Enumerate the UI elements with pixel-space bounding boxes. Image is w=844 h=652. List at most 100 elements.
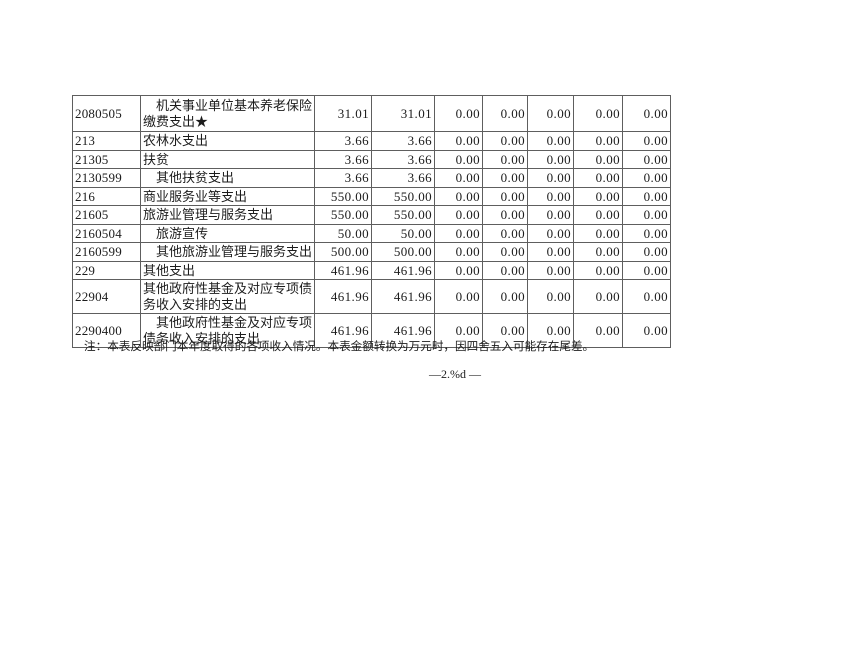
row-name: 机关事业单位基本养老保险缴费支出★	[140, 95, 315, 132]
row-value: 0.00	[622, 279, 671, 314]
row-value: 0.00	[434, 95, 483, 132]
row-value: 461.96	[314, 313, 372, 348]
row-value: 0.00	[573, 279, 623, 314]
row-value: 0.00	[482, 186, 528, 206]
row-code: 22904	[72, 279, 141, 314]
row-value: 461.96	[314, 260, 372, 280]
row-value: 0.00	[482, 131, 528, 151]
row-value: 461.96	[314, 279, 372, 314]
row-value: 0.00	[482, 95, 528, 132]
row-name: 农林水支出	[140, 131, 315, 151]
row-value: 0.00	[434, 242, 483, 262]
row-value: 0.00	[573, 313, 623, 348]
row-value: 550.00	[371, 186, 435, 206]
row-value: 550.00	[314, 186, 372, 206]
row-value: 0.00	[482, 279, 528, 314]
budget-table: 2080505 机关事业单位基本养老保险缴费支出★ 31.01 31.01 0.00 0.…	[72, 95, 671, 348]
row-value: 0.00	[573, 223, 623, 243]
row-value: 0.00	[434, 223, 483, 243]
row-value: 0.00	[482, 205, 528, 225]
row-value: 461.96	[371, 260, 435, 280]
table-row: 21605 旅游业管理与服务支出 550.00 550.00 0.00 0.00 0.00 0…	[72, 205, 671, 225]
row-value: 0.00	[622, 149, 671, 169]
row-code: 21605	[72, 205, 141, 225]
row-value: 0.00	[482, 168, 528, 188]
table-footnote: 注：本表反映部门本年度取得的各项收入情况。本表金额转换为万元时，因四舍五入可能存…	[84, 340, 595, 353]
row-value: 0.00	[527, 242, 574, 262]
row-value: 550.00	[314, 205, 372, 225]
table-row: 2160504 旅游宣传 50.00 50.00 0.00 0.00 0.00 0.00 0.0…	[72, 223, 671, 243]
table-row: 2080505 机关事业单位基本养老保险缴费支出★ 31.01 31.01 0.00 0.…	[72, 95, 671, 132]
row-value: 0.00	[573, 131, 623, 151]
row-value: 0.00	[527, 95, 574, 132]
row-value: 3.66	[371, 131, 435, 151]
row-value: 500.00	[314, 242, 372, 262]
row-value: 3.66	[371, 168, 435, 188]
row-name: 其他扶贫支出	[140, 168, 315, 188]
row-value: 0.00	[482, 260, 528, 280]
row-code: 2160599	[72, 242, 141, 262]
row-value: 0.00	[573, 260, 623, 280]
row-name: 其他支出	[140, 260, 315, 280]
row-value: 0.00	[622, 168, 671, 188]
row-value: 0.00	[573, 242, 623, 262]
row-value: 0.00	[434, 168, 483, 188]
row-code: 2080505	[72, 95, 141, 132]
row-value: 0.00	[527, 223, 574, 243]
row-value: 0.00	[482, 313, 528, 348]
row-code: 229	[72, 260, 141, 280]
row-value: 3.66	[314, 131, 372, 151]
page-number: —2.%d —	[429, 367, 481, 381]
row-name: 其他政府性基金及对应专项债务收入安排的支出	[140, 279, 315, 314]
row-value: 50.00	[371, 223, 435, 243]
row-value: 0.00	[434, 205, 483, 225]
row-value: 461.96	[371, 279, 435, 314]
budget-table-body: 2080505 机关事业单位基本养老保险缴费支出★ 31.01 31.01 0.00 0.…	[72, 95, 671, 348]
table-row: 2290400 其他政府性基金及对应专项债务收入安排的支出 461.96 461.96…	[72, 313, 671, 348]
table-row: 2160599 其他旅游业管理与服务支出 500.00 500.00 0.00 0.00 0…	[72, 242, 671, 262]
row-value: 31.01	[371, 95, 435, 132]
table-row: 2130599 其他扶贫支出 3.66 3.66 0.00 0.00 0.00 0.00 0.0…	[72, 168, 671, 188]
row-value: 0.00	[527, 186, 574, 206]
row-value: 0.00	[622, 223, 671, 243]
row-code: 2290400	[72, 313, 141, 348]
row-value: 0.00	[622, 95, 671, 132]
row-name: 其他政府性基金及对应专项债务收入安排的支出	[140, 313, 315, 348]
table-row: 21305 扶贫 3.66 3.66 0.00 0.00 0.00 0.00 0.00	[72, 149, 671, 169]
row-value: 0.00	[622, 260, 671, 280]
row-value: 0.00	[622, 186, 671, 206]
row-value: 0.00	[482, 242, 528, 262]
row-name: 其他旅游业管理与服务支出	[140, 242, 315, 262]
row-value: 0.00	[434, 186, 483, 206]
row-value: 461.96	[371, 313, 435, 348]
row-name: 商业服务业等支出	[140, 186, 315, 206]
row-value: 0.00	[527, 149, 574, 169]
row-value: 0.00	[527, 205, 574, 225]
row-name: 旅游宣传	[140, 223, 315, 243]
row-value: 0.00	[434, 149, 483, 169]
row-value: 0.00	[434, 260, 483, 280]
row-value: 0.00	[482, 223, 528, 243]
table-row: 213 农林水支出 3.66 3.66 0.00 0.00 0.00 0.00 0.00	[72, 131, 671, 151]
row-value: 0.00	[527, 313, 574, 348]
row-value: 0.00	[573, 205, 623, 225]
row-value: 0.00	[482, 149, 528, 169]
row-code: 213	[72, 131, 141, 151]
row-name: 旅游业管理与服务支出	[140, 205, 315, 225]
row-value: 0.00	[527, 131, 574, 151]
table-row: 22904 其他政府性基金及对应专项债务收入安排的支出 461.96 461.96 0.…	[72, 279, 671, 314]
row-value: 0.00	[622, 205, 671, 225]
row-code: 216	[72, 186, 141, 206]
row-value: 500.00	[371, 242, 435, 262]
row-value: 0.00	[527, 279, 574, 314]
row-value: 0.00	[527, 260, 574, 280]
table-row: 216 商业服务业等支出 550.00 550.00 0.00 0.00 0.00 0.00 0…	[72, 186, 671, 206]
row-name: 扶贫	[140, 149, 315, 169]
row-value: 3.66	[314, 168, 372, 188]
row-value: 0.00	[573, 95, 623, 132]
row-code: 2130599	[72, 168, 141, 188]
row-code: 2160504	[72, 223, 141, 243]
row-value: 31.01	[314, 95, 372, 132]
row-value: 3.66	[371, 149, 435, 169]
